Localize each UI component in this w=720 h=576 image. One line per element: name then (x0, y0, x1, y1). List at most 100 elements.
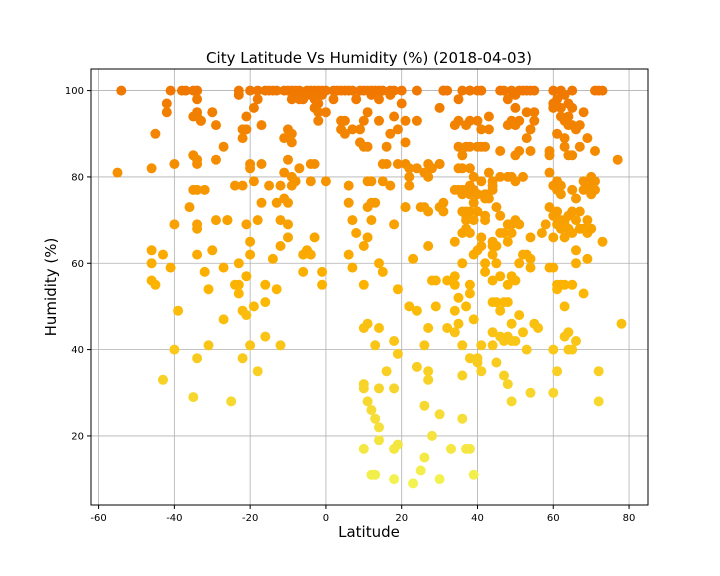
data-point (199, 266, 210, 277)
data-point (548, 344, 559, 355)
data-point (271, 284, 282, 295)
data-point (370, 197, 381, 208)
data-point (347, 215, 358, 226)
data-point (374, 94, 384, 105)
data-point (457, 370, 468, 381)
data-point (468, 469, 479, 480)
data-point (529, 107, 540, 118)
data-point (230, 180, 240, 191)
data-point (427, 430, 437, 441)
data-point (442, 85, 453, 96)
data-point (567, 206, 578, 217)
data-point (491, 258, 502, 269)
data-point (533, 323, 544, 333)
data-point (586, 223, 597, 234)
data-point (226, 396, 237, 407)
data-point (290, 176, 301, 187)
data-point (590, 176, 600, 187)
data-point (597, 236, 608, 247)
data-point (309, 232, 320, 243)
data-point (449, 279, 460, 290)
data-point (499, 85, 509, 96)
data-point (366, 405, 377, 415)
data-point (180, 85, 191, 96)
data-point (411, 85, 422, 96)
data-point (476, 366, 487, 377)
data-point (358, 241, 369, 251)
data-point (161, 98, 172, 109)
data-point (404, 163, 415, 174)
data-point (381, 159, 392, 169)
data-point (370, 340, 381, 351)
data-point (525, 124, 536, 135)
data-point (548, 387, 559, 398)
data-point (411, 361, 422, 372)
data-point (559, 89, 570, 100)
data-point (309, 159, 320, 169)
data-point (567, 344, 578, 355)
data-point (279, 167, 290, 178)
data-point (211, 154, 221, 165)
x-tick-label: -40 (166, 513, 182, 524)
data-point (320, 176, 331, 187)
data-point (487, 275, 498, 286)
data-point (616, 318, 627, 329)
data-point (400, 202, 411, 213)
data-point (313, 107, 324, 118)
data-point (525, 146, 536, 156)
data-point (423, 323, 434, 333)
data-point (237, 353, 248, 364)
data-point (457, 413, 468, 424)
data-point (165, 262, 176, 273)
data-point (275, 215, 286, 226)
data-point (514, 310, 525, 321)
data-point (294, 163, 305, 174)
data-point (574, 141, 585, 152)
data-point (510, 275, 521, 286)
data-point (267, 253, 278, 264)
data-point (480, 141, 491, 152)
data-point (419, 400, 430, 411)
data-point (283, 197, 293, 208)
data-point (476, 124, 487, 135)
data-point (256, 159, 267, 169)
data-point (559, 141, 570, 152)
data-point (495, 210, 506, 221)
data-point (468, 197, 479, 208)
data-point (563, 327, 574, 338)
data-point (487, 249, 498, 260)
data-point (510, 102, 521, 113)
data-point (404, 180, 415, 191)
data-point (434, 159, 445, 169)
data-point (502, 279, 513, 290)
data-point (146, 163, 157, 174)
data-point (207, 245, 218, 256)
data-point (457, 85, 468, 96)
data-point (218, 262, 229, 273)
data-point (362, 232, 373, 243)
data-point (423, 171, 434, 182)
data-point (392, 348, 403, 359)
data-point (464, 141, 475, 152)
y-tick-label: 80 (71, 172, 84, 183)
data-point (552, 366, 563, 377)
x-axis-ticks: -60 -40 -20 0 20 40 60 80 (90, 505, 635, 524)
data-point (567, 85, 578, 96)
data-point (544, 167, 555, 178)
data-point (241, 111, 252, 122)
data-point (366, 215, 377, 226)
data-point (192, 223, 203, 234)
y-tick-label: 100 (65, 86, 84, 97)
data-point (192, 249, 203, 260)
data-point (464, 163, 475, 174)
data-point (165, 85, 176, 96)
data-point (252, 85, 263, 96)
x-tick-label: 40 (471, 513, 484, 524)
data-point (502, 379, 513, 390)
data-point (464, 206, 475, 217)
data-point (582, 253, 593, 264)
data-point (559, 301, 570, 312)
data-point (582, 133, 593, 144)
data-point (529, 85, 540, 96)
data-point (374, 422, 384, 433)
